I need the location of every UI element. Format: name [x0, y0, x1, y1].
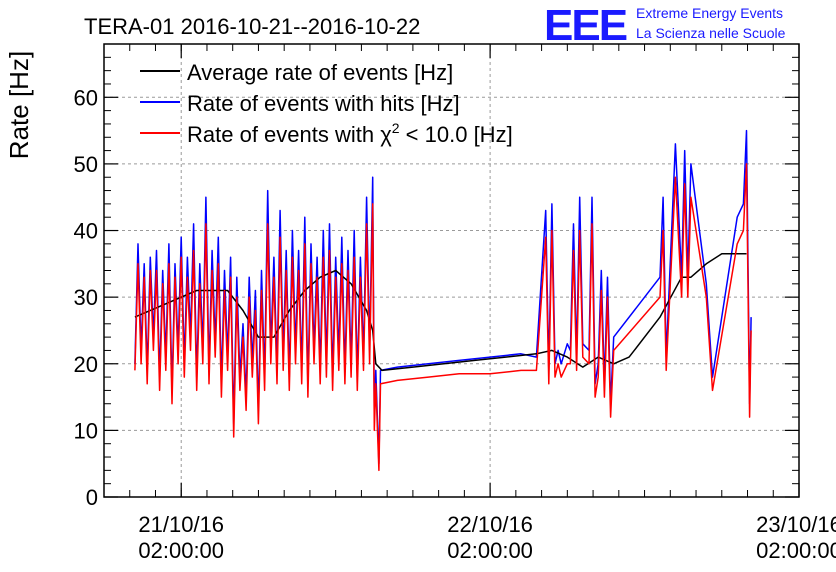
eee-logo-line2: La Scienza nelle Scuole: [636, 25, 786, 41]
y-axis-label: Rate [Hz]: [4, 51, 34, 159]
eee-logo-line1: Extreme Energy Events: [636, 5, 783, 21]
legend-label-2: Rate of events with χ2 < 10.0 [Hz]: [187, 120, 513, 147]
y-tick-label: 0: [86, 485, 98, 510]
x-tick-time: 02:00:00: [447, 538, 533, 563]
x-tick-date: 21/10/16: [138, 512, 224, 537]
series-line-2: [134, 163, 752, 472]
y-tick-label: 10: [74, 418, 98, 443]
series-layer: [134, 129, 752, 472]
y-tick-label: 40: [74, 219, 98, 244]
legend-label-0: Average rate of events [Hz]: [187, 60, 453, 85]
x-tick-date: 22/10/16: [447, 512, 533, 537]
x-tick-time: 02:00:00: [756, 538, 836, 563]
y-tick-label: 30: [74, 285, 98, 310]
legend-label-1: Rate of events with hits [Hz]: [187, 91, 460, 116]
y-tick-label: 50: [74, 152, 98, 177]
legend: Average rate of events [Hz] Rate of event…: [140, 60, 513, 147]
y-tick-label: 60: [74, 85, 98, 110]
eee-logo-mark: EEE: [544, 1, 627, 50]
y-tick-label: 20: [74, 352, 98, 377]
x-tick-date: 23/10/16: [756, 512, 836, 537]
eee-logo: EEE Extreme Energy Events La Scienza nel…: [544, 1, 786, 50]
chart-title: TERA-01 2016-10-21--2016-10-22: [84, 14, 420, 39]
x-tick-time: 02:00:00: [138, 538, 224, 563]
axes: 010203040506021/10/1602:00:0022/10/1602:…: [74, 43, 836, 563]
